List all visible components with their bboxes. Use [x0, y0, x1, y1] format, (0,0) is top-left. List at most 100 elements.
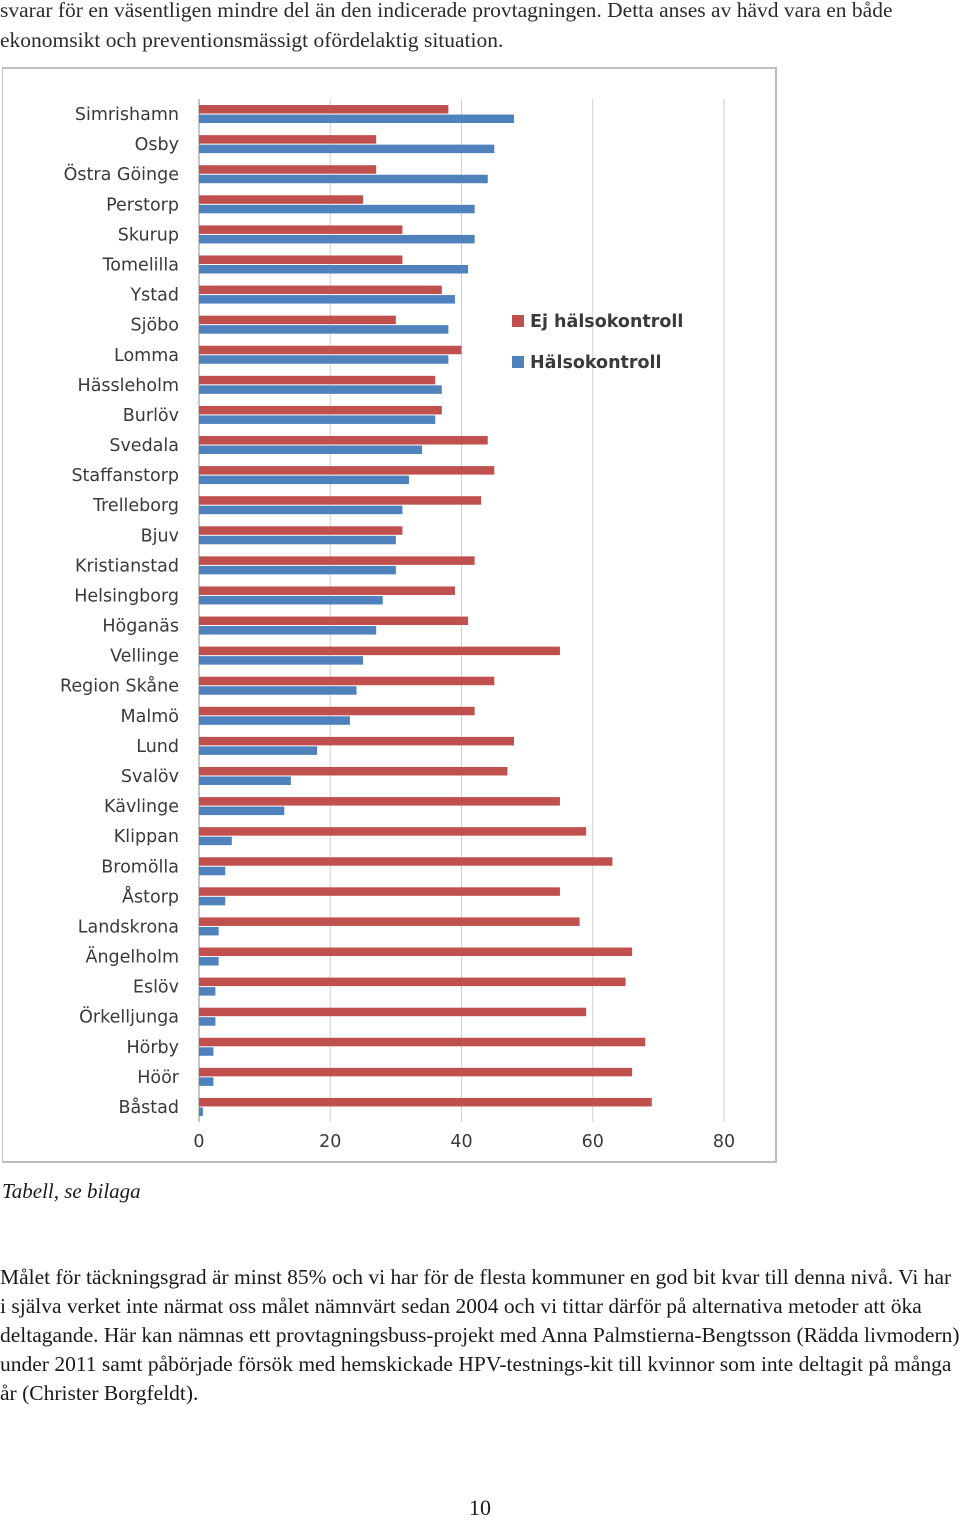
bar-halsokontroll-29: [199, 987, 216, 996]
bar-chart: Simrishamn Osby Östra Göinge Perstorp Skurup…: [60, 99, 735, 1152]
category-label: Vellinge: [110, 647, 179, 667]
bar-ej-halsokontroll-2: [199, 165, 377, 174]
bar-ej-halsokontroll-20: [199, 706, 475, 716]
bar-halsokontroll-8: [199, 355, 449, 364]
category-label: Bromölla: [101, 857, 179, 877]
legend-label: Ej hälsokontroll: [530, 312, 683, 332]
x-tick-label: 0: [193, 1132, 204, 1152]
chart-caption: Tabell, se bilaga: [2, 1179, 141, 1203]
category-label: Örkelljunga: [79, 1006, 179, 1028]
category-label: Helsingborg: [74, 586, 179, 606]
bar-halsokontroll-22: [199, 776, 291, 785]
category-label: Landskrona: [78, 917, 179, 937]
category-label: Simrishamn: [75, 105, 179, 125]
bar-halsokontroll-10: [199, 415, 436, 424]
bar-halsokontroll-6: [199, 295, 455, 304]
bar-halsokontroll-11: [199, 445, 423, 455]
bar-halsokontroll-24: [199, 836, 232, 846]
category-label: Perstorp: [106, 195, 179, 215]
bar-ej-halsokontroll-11: [199, 436, 488, 445]
category-label: Svalöv: [121, 767, 179, 787]
bar-ej-halsokontroll-33: [199, 1097, 652, 1107]
bar-ej-halsokontroll-6: [199, 285, 442, 295]
bar-halsokontroll-2: [199, 174, 488, 184]
category-label: Ystad: [129, 286, 179, 306]
category-label: Staffanstorp: [71, 466, 179, 486]
x-tick-label: 20: [319, 1132, 341, 1152]
bar-ej-halsokontroll-10: [199, 405, 442, 415]
legend-swatch: [512, 356, 524, 368]
bar-ej-halsokontroll-21: [199, 736, 514, 746]
body-paragraph: Målet för täckningsgrad är minst 85% och…: [0, 1265, 960, 1405]
category-label: Hässleholm: [78, 376, 179, 396]
bar-ej-halsokontroll-3: [199, 195, 364, 204]
bar-ej-halsokontroll-12: [199, 466, 495, 475]
bar-ej-halsokontroll-0: [199, 105, 449, 114]
bar-ej-halsokontroll-23: [199, 797, 560, 806]
bar-ej-halsokontroll-9: [199, 375, 436, 385]
bar-ej-halsokontroll-14: [199, 526, 403, 535]
category-label: Eslöv: [133, 978, 179, 998]
bar-halsokontroll-20: [199, 716, 350, 725]
bar-halsokontroll-32: [199, 1077, 214, 1086]
bar-ej-halsokontroll-22: [199, 766, 508, 776]
bar-halsokontroll-15: [199, 565, 396, 575]
bar-ej-halsokontroll-13: [199, 496, 482, 505]
bar-halsokontroll-1: [199, 144, 495, 154]
bar-halsokontroll-13: [199, 505, 403, 515]
category-label: Sjöbo: [131, 316, 180, 336]
bar-ej-halsokontroll-24: [199, 827, 587, 836]
category-label: Kristianstad: [75, 556, 179, 576]
bar-halsokontroll-17: [199, 626, 377, 635]
bar-ej-halsokontroll-7: [199, 315, 396, 325]
bar-ej-halsokontroll-29: [199, 977, 626, 987]
category-label: Åstorp: [122, 885, 179, 907]
bar-halsokontroll-26: [199, 896, 226, 906]
bar-halsokontroll-18: [199, 656, 364, 665]
category-label: Östra Göinge: [64, 163, 179, 185]
category-label: Hörby: [126, 1038, 179, 1058]
x-tick-label: 80: [713, 1132, 735, 1152]
bar-halsokontroll-33: [199, 1107, 203, 1116]
bar-ej-halsokontroll-5: [199, 255, 403, 264]
category-label: Svedala: [109, 436, 179, 456]
category-label: Klippan: [114, 827, 179, 847]
bar-halsokontroll-14: [199, 535, 396, 545]
bar-halsokontroll-25: [199, 866, 226, 876]
bar-ej-halsokontroll-27: [199, 917, 580, 926]
intro-paragraph: svarar för en väsentligen mindre del än …: [0, 0, 893, 52]
bar-ej-halsokontroll-8: [199, 345, 462, 355]
legend-swatch: [512, 315, 524, 327]
category-label: Osby: [135, 135, 179, 155]
bar-halsokontroll-4: [199, 234, 475, 244]
bar-halsokontroll-21: [199, 746, 318, 755]
bar-halsokontroll-0: [199, 114, 514, 124]
category-label: Båstad: [118, 1097, 179, 1118]
x-tick-label: 60: [582, 1132, 604, 1152]
category-label: Lund: [136, 737, 179, 757]
category-label: Malmö: [121, 707, 179, 727]
page-number: 10: [469, 1495, 491, 1520]
bar-ej-halsokontroll-1: [199, 135, 377, 144]
legend-label: Hälsokontroll: [530, 353, 662, 373]
category-label: Ängelholm: [85, 947, 179, 968]
bar-ej-halsokontroll-4: [199, 225, 403, 234]
bar-halsokontroll-12: [199, 475, 409, 485]
chart-frame: Simrishamn Osby Östra Göinge Perstorp Skurup…: [2, 67, 777, 1163]
bar-ej-halsokontroll-19: [199, 676, 495, 686]
x-tick-label: 40: [450, 1132, 472, 1152]
bar-halsokontroll-9: [199, 385, 442, 394]
bar-halsokontroll-5: [199, 264, 469, 274]
bar-halsokontroll-30: [199, 1017, 216, 1026]
bar-ej-halsokontroll-26: [199, 887, 560, 896]
category-label: Tomelilla: [102, 255, 179, 275]
bar-halsokontroll-27: [199, 926, 219, 936]
bar-ej-halsokontroll-18: [199, 646, 560, 656]
category-label: Kävlinge: [104, 797, 179, 817]
category-label: Skurup: [118, 225, 179, 245]
bar-halsokontroll-16: [199, 595, 383, 605]
bar-ej-halsokontroll-16: [199, 586, 455, 595]
bar-ej-halsokontroll-31: [199, 1037, 646, 1047]
category-label: Höör: [137, 1068, 180, 1088]
category-label: Bjuv: [141, 526, 179, 546]
